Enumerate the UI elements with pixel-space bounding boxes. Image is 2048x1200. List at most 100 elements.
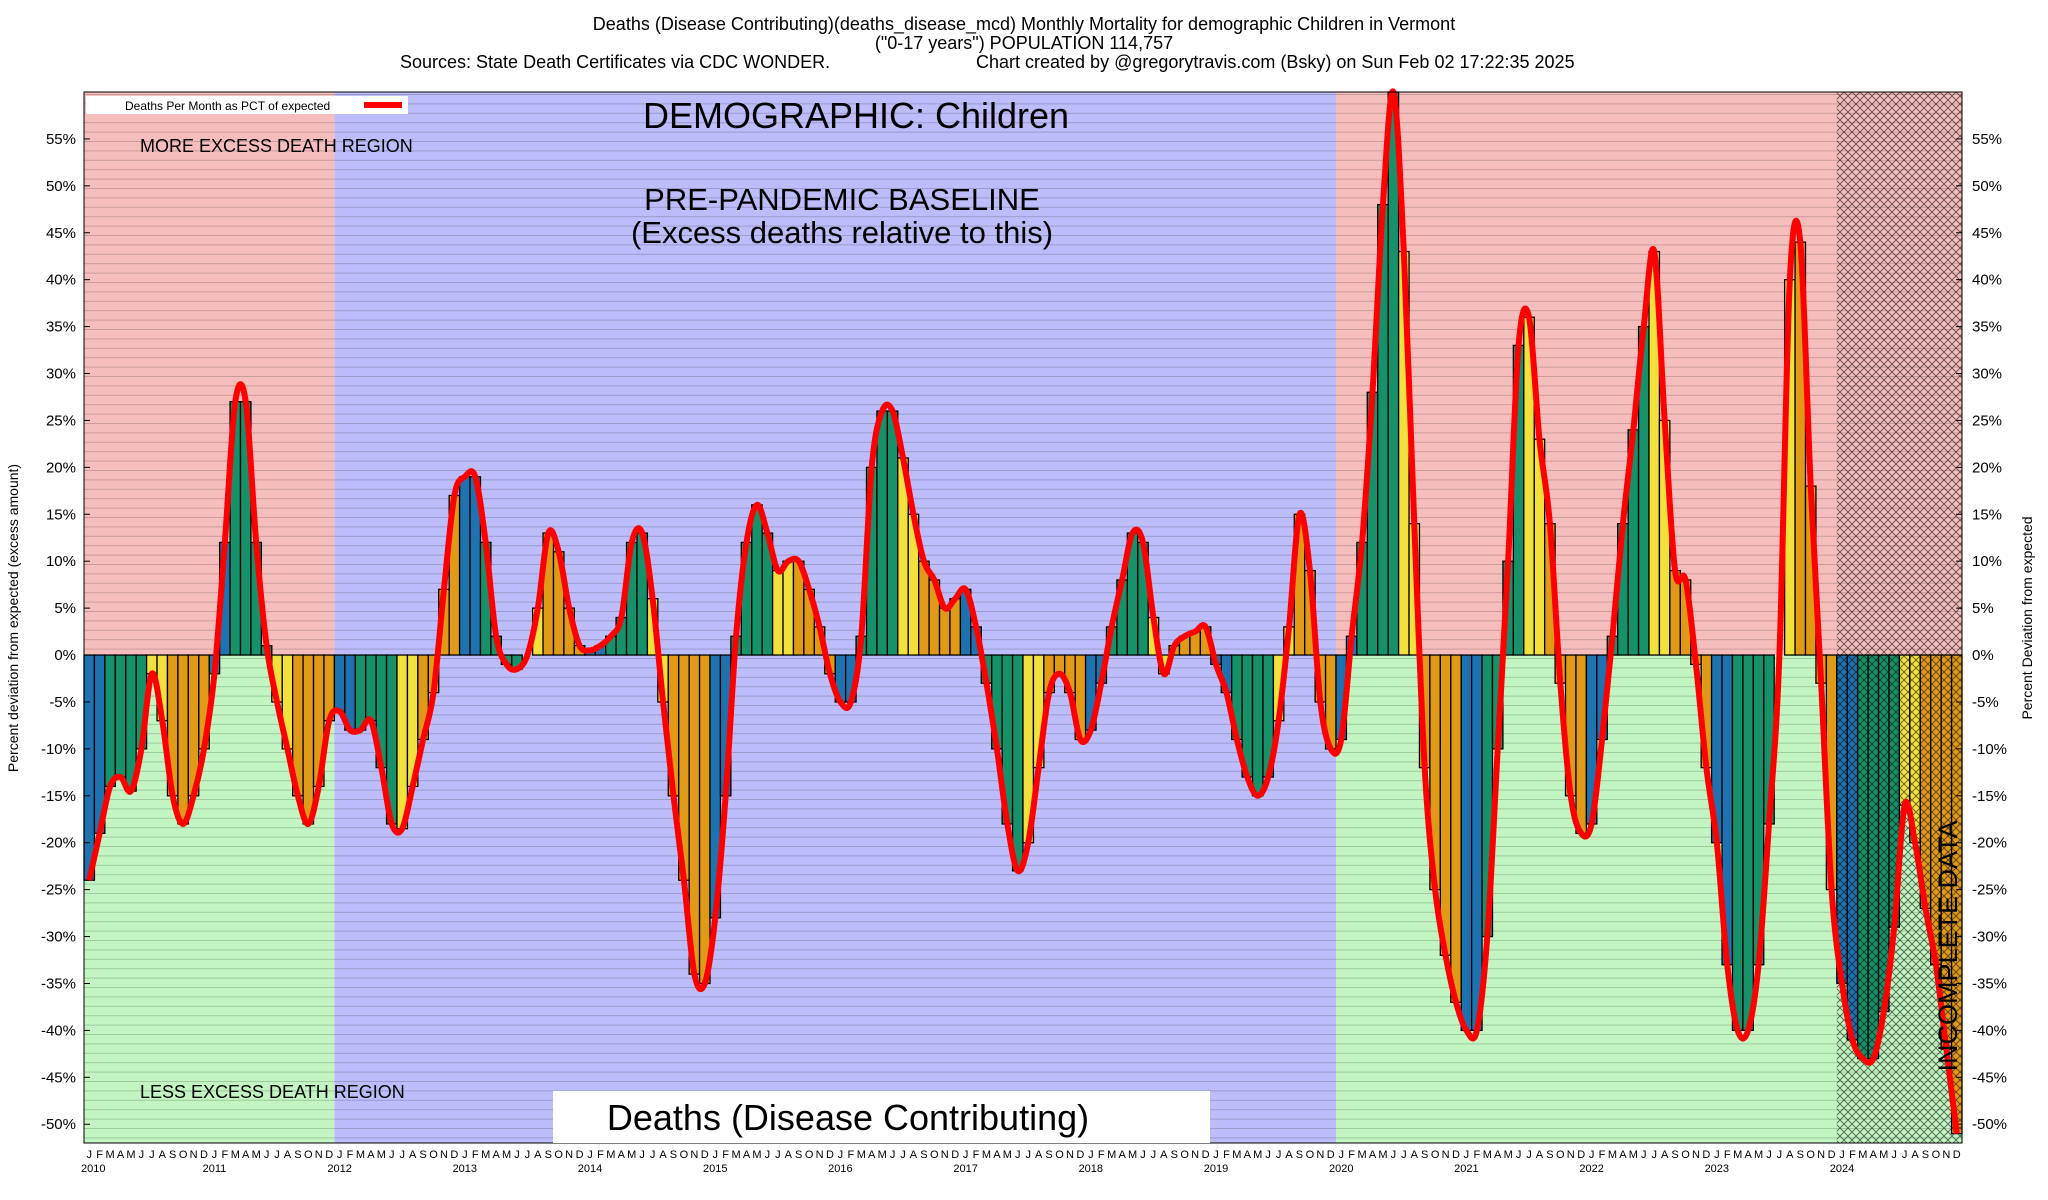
- month-label: O: [179, 1149, 188, 1161]
- year-label: 2019: [1204, 1163, 1228, 1175]
- month-label: J: [525, 1149, 531, 1161]
- month-label: A: [993, 1149, 1001, 1161]
- month-label: J: [900, 1149, 906, 1161]
- month-label: N: [440, 1149, 448, 1161]
- year-label: 2021: [1454, 1163, 1478, 1175]
- month-label: A: [1411, 1149, 1419, 1161]
- month-label: F: [973, 1149, 980, 1161]
- month-label: N: [1316, 1149, 1324, 1161]
- y2-tick-label: 0%: [1972, 647, 1994, 664]
- month-label: M: [1754, 1149, 1763, 1161]
- bar: [886, 410, 899, 656]
- month-label: D: [951, 1149, 959, 1161]
- month-label: M: [481, 1149, 490, 1161]
- y-tick-label: 30%: [46, 366, 76, 383]
- bar: [1387, 91, 1400, 656]
- y-tick-label: -20%: [41, 835, 76, 852]
- trend-line: [86, 88, 1960, 1134]
- y2-tick-label: 45%: [1972, 225, 2002, 242]
- month-label: D: [1327, 1149, 1335, 1161]
- month-label: A: [1494, 1149, 1502, 1161]
- month-label: M: [982, 1149, 991, 1161]
- month-label: J: [1766, 1149, 1772, 1161]
- month-label: N: [190, 1149, 198, 1161]
- month-label: F: [347, 1149, 354, 1161]
- month-label: A: [785, 1149, 793, 1161]
- month-label: S: [1922, 1149, 1929, 1161]
- month-label: M: [105, 1149, 114, 1161]
- month-label: D: [1202, 1149, 1210, 1161]
- month-label: F: [1223, 1149, 1230, 1161]
- month-label: J: [1391, 1149, 1397, 1161]
- month-label: F: [1599, 1149, 1606, 1161]
- y2-tick-label: 20%: [1972, 459, 2002, 476]
- month-label: M: [126, 1149, 135, 1161]
- month-label: A: [1744, 1149, 1752, 1161]
- month-label: F: [1849, 1149, 1856, 1161]
- month-label: D: [1953, 1149, 1961, 1161]
- month-label: D: [701, 1149, 709, 1161]
- bar: [918, 560, 930, 656]
- demographic-label: DEMOGRAPHIC: Children: [643, 95, 1069, 136]
- month-label: A: [1536, 1149, 1544, 1161]
- y-tick-label: -30%: [41, 929, 76, 946]
- month-label: F: [1724, 1149, 1731, 1161]
- month-label: D: [1828, 1149, 1836, 1161]
- month-label: J: [775, 1149, 781, 1161]
- year-label: 2014: [578, 1163, 602, 1175]
- month-label: M: [502, 1149, 511, 1161]
- month-label: F: [472, 1149, 479, 1161]
- baseline-note: (Excess deaths relative to this): [631, 215, 1053, 250]
- y2-tick-label: -15%: [1972, 788, 2007, 805]
- month-label: A: [284, 1149, 292, 1161]
- month-label: F: [847, 1149, 854, 1161]
- bar: [1011, 654, 1024, 872]
- month-label: J: [1265, 1149, 1271, 1161]
- bar: [83, 654, 96, 881]
- y-axis-label: Percent deviation from expected (excess …: [5, 464, 21, 772]
- month-label: A: [910, 1149, 918, 1161]
- month-label: D: [1076, 1149, 1084, 1161]
- month-label: O: [930, 1149, 939, 1161]
- bar: [1742, 654, 1754, 1032]
- month-label: A: [409, 1149, 417, 1161]
- month-label: J: [1891, 1149, 1897, 1161]
- month-label: J: [1516, 1149, 1522, 1161]
- year-label: 2018: [1079, 1163, 1103, 1175]
- bar: [782, 560, 795, 656]
- y-tick-label: -5%: [49, 694, 76, 711]
- month-label: A: [1786, 1149, 1794, 1161]
- overlays: -50% -50% -45% -45% -40% -40% -35% -35% -30% -30%…: [41, 88, 2007, 1175]
- month-label: D: [576, 1149, 584, 1161]
- month-label: J: [838, 1149, 844, 1161]
- bar: [698, 654, 711, 985]
- month-label: J: [712, 1149, 718, 1161]
- month-label: J: [1464, 1149, 1470, 1161]
- month-label: J: [337, 1149, 343, 1161]
- month-label: M: [1483, 1149, 1492, 1161]
- year-label: 2010: [81, 1163, 105, 1175]
- month-label: A: [117, 1149, 125, 1161]
- lower-region-label: LESS EXCESS DEATH REGION: [140, 1082, 405, 1102]
- month-label: M: [1733, 1149, 1742, 1161]
- month-label: A: [659, 1149, 667, 1161]
- year-label: 2012: [327, 1163, 351, 1175]
- bar: [1575, 654, 1588, 834]
- month-label: A: [1870, 1149, 1878, 1161]
- month-label: O: [554, 1149, 563, 1161]
- month-label: J: [462, 1149, 468, 1161]
- y-tick-label: 40%: [46, 272, 76, 289]
- month-label: O: [1306, 1149, 1315, 1161]
- baseline-label: PRE-PANDEMIC BASELINE: [644, 182, 1040, 217]
- y2-tick-label: 25%: [1972, 412, 2002, 429]
- month-label: A: [534, 1149, 542, 1161]
- month-label: J: [1088, 1149, 1094, 1161]
- month-label: M: [1629, 1149, 1638, 1161]
- month-label: S: [920, 1149, 927, 1161]
- month-label: N: [941, 1149, 949, 1161]
- month-label: A: [618, 1149, 626, 1161]
- month-label: J: [765, 1149, 771, 1161]
- month-label: D: [450, 1149, 458, 1161]
- month-label: J: [1213, 1149, 1219, 1161]
- month-label: F: [1098, 1149, 1105, 1161]
